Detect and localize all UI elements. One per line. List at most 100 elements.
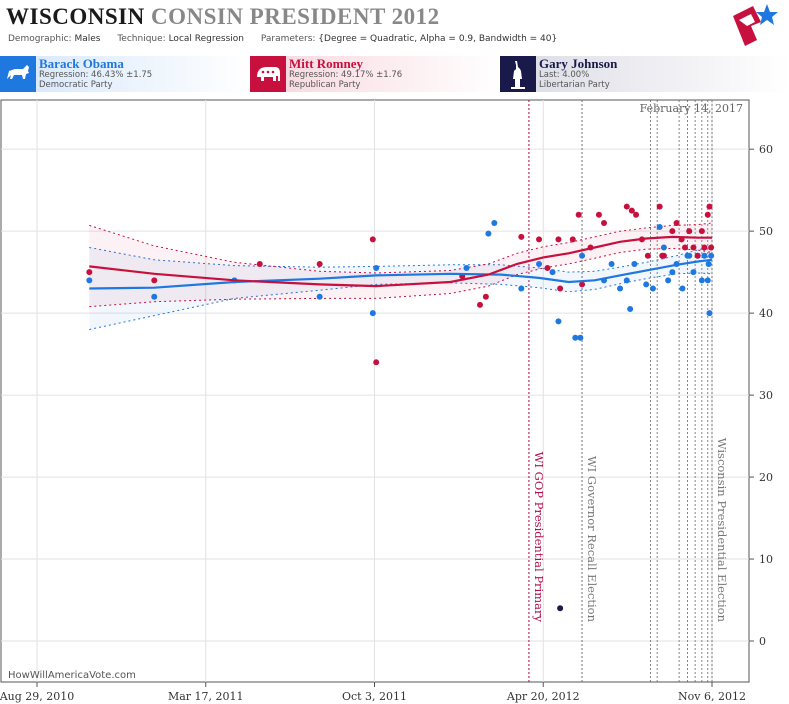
data-point xyxy=(555,318,562,325)
event-label: WI GOP Presidential Primary xyxy=(532,452,546,623)
y-tick-label: 50 xyxy=(759,225,773,238)
data-point xyxy=(544,265,551,272)
data-point xyxy=(557,605,564,612)
y-tick-label: 60 xyxy=(759,143,773,156)
candidate-stat: Last: 4.00% xyxy=(539,70,590,80)
data-point xyxy=(643,281,650,288)
confidence-band xyxy=(89,245,713,330)
page-title: WISCONSIN CONSIN PRESIDENT 2012 xyxy=(6,4,440,30)
data-point xyxy=(463,265,470,272)
statue-of-liberty-icon xyxy=(500,56,536,92)
data-point xyxy=(579,252,586,259)
candidate-romney[interactable]: Mitt Romney Regression: 49.17% ±1.76 Rep… xyxy=(250,56,500,92)
y-tick-label: 0 xyxy=(759,635,766,648)
data-point xyxy=(704,211,711,218)
data-point xyxy=(369,236,376,243)
data-point xyxy=(669,269,676,276)
data-point xyxy=(151,293,158,300)
data-point xyxy=(701,252,708,259)
data-point xyxy=(151,277,158,284)
data-point xyxy=(623,277,630,284)
data-point xyxy=(316,260,323,267)
technique-value: Local Regression xyxy=(168,34,244,44)
candidate-johnson[interactable]: Gary Johnson Last: 4.00% Libertarian Par… xyxy=(500,56,789,92)
data-point xyxy=(679,285,686,292)
data-point xyxy=(518,285,525,292)
data-point xyxy=(86,269,93,276)
data-point xyxy=(536,236,543,243)
site-logo-icon[interactable] xyxy=(731,2,779,50)
candidate-party: Democratic Party xyxy=(39,80,113,90)
data-point xyxy=(569,236,576,243)
data-point xyxy=(706,203,713,210)
chart-meta: Demographic: Males Technique: Local Regr… xyxy=(8,34,571,44)
title-bar: WISCONSIN CONSIN PRESIDENT 2012 Demograp… xyxy=(0,0,789,56)
data-point xyxy=(601,219,607,226)
data-point xyxy=(656,224,663,231)
y-tick-label: 40 xyxy=(759,307,773,320)
data-point xyxy=(698,277,705,284)
y-tick-label: 30 xyxy=(759,389,773,402)
data-point xyxy=(555,236,562,243)
data-point xyxy=(694,252,701,259)
data-point xyxy=(660,244,667,251)
data-point xyxy=(627,306,634,313)
candidate-legend: Barack Obama Regression: 46.43% ±1.75 De… xyxy=(0,56,789,92)
data-point xyxy=(673,219,680,226)
data-point xyxy=(86,277,93,284)
x-tick-label: Mar 17, 2011 xyxy=(168,690,244,703)
data-point xyxy=(628,207,635,214)
data-point xyxy=(373,265,380,272)
data-point xyxy=(476,301,483,308)
data-point xyxy=(369,310,376,317)
data-point xyxy=(557,285,564,292)
demographic-value: Males xyxy=(74,34,101,44)
candidate-obama[interactable]: Barack Obama Regression: 46.43% ±1.75 De… xyxy=(0,56,250,92)
data-point xyxy=(656,203,663,210)
data-point xyxy=(708,252,715,259)
title-state: WISCONSIN xyxy=(6,4,145,29)
ci-lower-line xyxy=(89,272,713,330)
data-point xyxy=(595,211,602,218)
data-point xyxy=(705,260,712,267)
candidate-party: Republican Party xyxy=(289,80,361,90)
data-point xyxy=(708,244,715,251)
data-point xyxy=(686,228,693,235)
elephant-icon xyxy=(250,56,286,92)
poll-chart: Aug 29, 2010 Mar 17, 2011 Oct 3, 2011 Apr 2… xyxy=(0,99,773,703)
event-label: WI Governor Recall Election xyxy=(585,456,599,623)
site-watermark[interactable]: HowWillAmericaVote.com xyxy=(8,670,136,681)
parameters-value: {Degree = Quadratic, Alpha = 0.9, Bandwi… xyxy=(318,34,558,44)
data-point xyxy=(649,285,656,292)
data-point xyxy=(669,228,676,235)
data-point xyxy=(575,211,582,218)
data-point xyxy=(698,228,705,235)
y-tick-label: 10 xyxy=(759,553,773,566)
data-point xyxy=(682,244,688,251)
data-point xyxy=(577,334,584,341)
data-point xyxy=(631,260,638,267)
x-tick-label: Apr 20, 2012 xyxy=(506,690,580,703)
parameters-label: Parameters: xyxy=(260,34,316,44)
data-point xyxy=(579,281,586,288)
x-tick-label: Aug 29, 2010 xyxy=(0,690,74,703)
candidate-name: Barack Obama xyxy=(39,56,124,71)
data-point xyxy=(572,334,579,341)
data-point xyxy=(482,293,489,300)
y-tick-label: 20 xyxy=(759,471,773,484)
candidate-name: Mitt Romney xyxy=(289,56,364,71)
data-point xyxy=(704,277,711,284)
data-point xyxy=(706,310,713,317)
data-point xyxy=(623,203,630,210)
data-point xyxy=(518,233,525,240)
event-label: Wisconsin Presidential Election xyxy=(715,438,729,623)
data-point xyxy=(485,230,492,237)
data-point xyxy=(690,269,697,276)
demographic-label: Demographic: xyxy=(8,34,72,44)
data-point xyxy=(660,252,667,259)
data-point xyxy=(701,244,708,251)
candidate-party: Libertarian Party xyxy=(539,80,610,90)
data-point xyxy=(633,211,640,218)
data-point xyxy=(316,293,323,300)
ci-upper-line xyxy=(89,245,713,273)
